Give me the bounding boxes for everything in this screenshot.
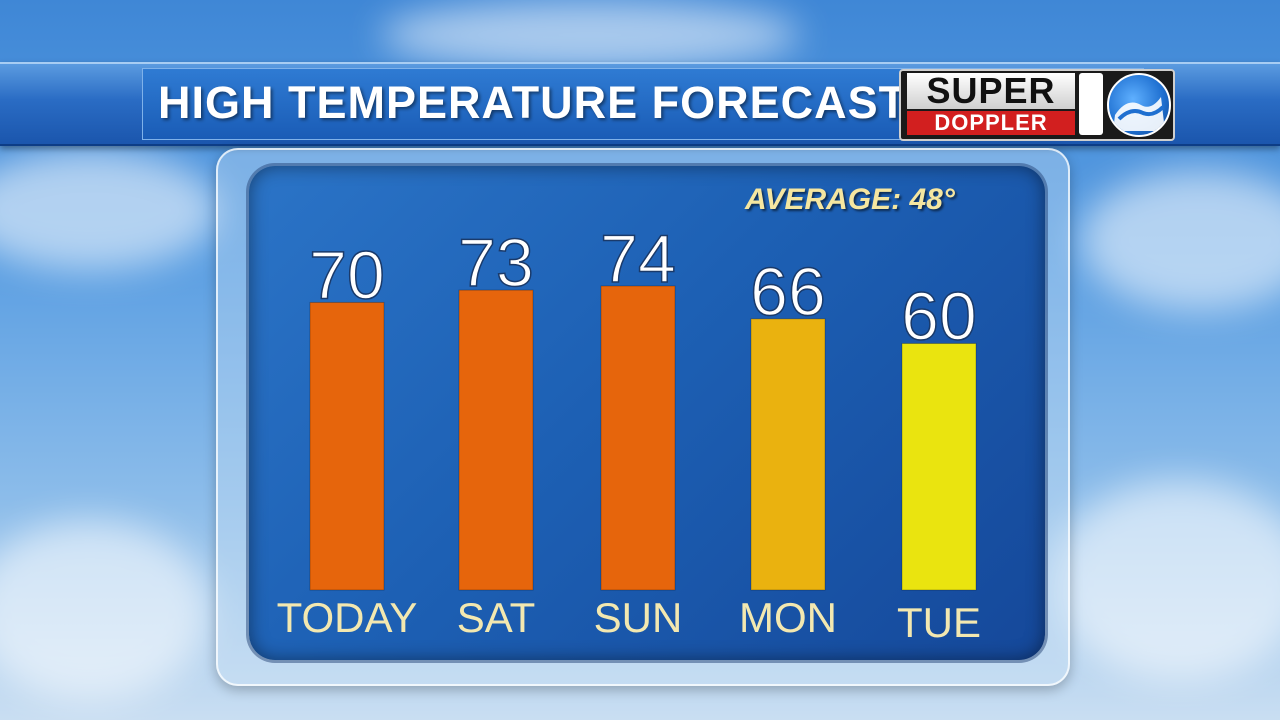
bar-sun xyxy=(600,285,676,591)
cloud xyxy=(0,520,210,700)
logo-super-text: SUPER xyxy=(907,73,1075,109)
page-title: HIGH TEMPERATURE FORECAST xyxy=(158,77,908,128)
cloud xyxy=(1050,480,1280,680)
cloud xyxy=(1080,170,1280,310)
bar-today xyxy=(309,301,385,591)
cloud xyxy=(380,0,800,70)
category-label-mon: MON xyxy=(739,594,837,641)
value-label-sat: 73 xyxy=(458,225,534,301)
value-label-mon: 66 xyxy=(750,254,826,330)
cloud xyxy=(0,150,220,270)
station-logo: SUPER DOPPLER xyxy=(899,69,1175,141)
logo-wave-icon xyxy=(1107,73,1171,137)
value-label-tue: 60 xyxy=(901,279,977,355)
value-label-sun: 74 xyxy=(600,221,676,297)
logo-number-one xyxy=(1079,73,1103,135)
bar-sat xyxy=(458,289,534,591)
logo-doppler-text: DOPPLER xyxy=(907,111,1075,135)
value-label-today: 70 xyxy=(309,237,385,313)
bar-tue xyxy=(901,343,977,591)
bar-mon xyxy=(750,318,826,591)
category-label-today: TODAY xyxy=(277,594,418,641)
average-temperature-label: AVERAGE: 48° xyxy=(745,183,955,216)
category-label-tue: TUE xyxy=(897,599,981,646)
category-label-sat: SAT xyxy=(457,594,536,641)
category-label-sun: SUN xyxy=(594,594,683,641)
